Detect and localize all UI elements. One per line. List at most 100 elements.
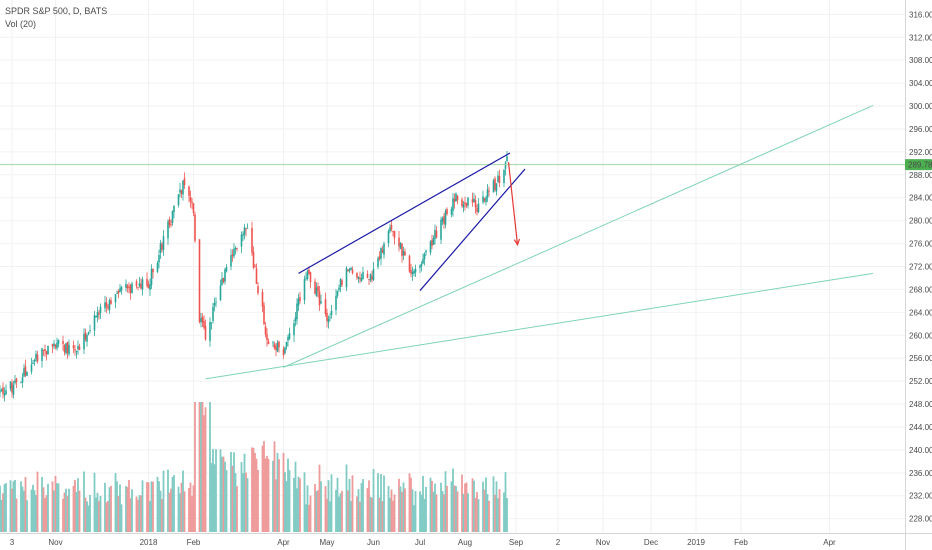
candle-body [324,299,327,315]
volume-bar [371,497,373,532]
price-axis[interactable]: 228.00 232.00 236.00 240.00 244.00 248.00 252.… [909,10,932,523]
volume-bar [23,490,25,532]
candle-body [14,380,16,384]
candle-body [150,268,153,285]
volume-bar [9,480,12,532]
candle-body [107,306,109,309]
volume-bar [282,452,285,532]
candle-body [387,231,390,244]
candle-body [210,322,213,324]
candle-body [242,234,244,236]
volume-bar [473,480,475,532]
volume-bar [131,489,133,532]
volume-bar [464,483,466,532]
candle-body [99,306,102,313]
volume-bar [158,481,160,532]
volume-bar [317,490,319,532]
candle-body [95,315,97,318]
chart-legend[interactable]: SPDR S&P 500, D, BATS Vol (20) [5,5,107,31]
volume-bar [236,486,238,532]
time-tick-label: 2 [556,538,561,547]
volume-bar [485,477,487,532]
lower-channel-trendline[interactable] [419,168,526,291]
volume-bar [86,501,88,532]
candle-body [126,285,129,289]
candle-body [245,228,247,230]
volume-bar [432,491,435,532]
candle-body [141,279,144,290]
volume-bar [51,481,54,532]
symbol-title[interactable]: SPDR S&P 500, D, BATS [5,6,108,16]
candle-body [261,292,264,307]
volume-bar [486,494,489,532]
volume-bar [57,483,60,532]
volume-bar [320,481,322,532]
time-tick-label: Nov [596,538,610,547]
candle-body [173,205,175,213]
volume-bar [456,491,459,532]
volume-bar [95,497,97,532]
volume-bar [308,504,310,532]
volume-indicator-title[interactable]: Vol (20) [5,19,37,29]
candle-body [44,349,46,351]
candle-body [32,362,34,364]
candle-body [494,178,496,190]
time-axis[interactable]: 3 Nov 2018 Feb Apr May Jun Jul Aug Sep 2 Nov Dec 2019… [10,538,836,547]
candle-body [66,341,69,353]
candle-body [380,247,382,259]
volume-bar [42,487,45,532]
volume-bar [461,474,463,532]
candle-body [314,281,316,295]
candle-body [74,349,76,351]
volume-bar [423,498,426,532]
price-tick-label: 300.00 [909,102,932,111]
down-arrow-head-icon[interactable] [513,238,521,247]
volume-bar [393,494,396,532]
candle-body [215,301,217,303]
candle-body [288,333,291,339]
candle-body [138,283,141,287]
candle-body [377,258,379,267]
candle-body [177,194,180,206]
down-arrow-shaft[interactable] [507,162,519,245]
candle-body [329,317,331,318]
support-trendline-steep[interactable] [283,104,874,368]
volume-bar [276,452,279,532]
volume-bar [96,492,99,532]
price-tick-label: 284.00 [909,194,932,203]
volume-bar [474,498,477,532]
volume-bar [219,449,222,532]
upper-channel-trendline[interactable] [298,152,511,274]
candle-body [263,305,265,325]
candle-body [467,197,469,206]
volume-bar [44,498,46,532]
candle-body [114,294,117,303]
candle-body [401,243,403,256]
volume-bar [168,492,171,532]
volume-bar [33,490,36,532]
candle-body [137,287,139,288]
volume-bar [225,470,228,532]
candle-body [209,321,211,341]
time-tick-label: Feb [734,538,748,547]
candle-body [120,286,123,291]
volume-bar [288,470,291,532]
candle-body [440,219,442,240]
volume-bar [408,473,411,532]
support-trendline-shallow[interactable] [205,272,874,380]
volume-bar [435,494,438,532]
candle-body [54,344,57,348]
volume-bar [261,445,264,532]
volume-bar [329,501,331,532]
drawing-tools[interactable] [0,104,905,380]
candle-body [482,196,484,203]
price-tick-label: 304.00 [909,79,932,88]
candle-body [372,268,375,280]
volume-bar [294,461,297,532]
candle-body [257,286,259,294]
volume-bar [213,464,216,532]
volume-bar [75,491,78,532]
volume-bar [467,493,469,532]
volume-bar [24,477,27,532]
